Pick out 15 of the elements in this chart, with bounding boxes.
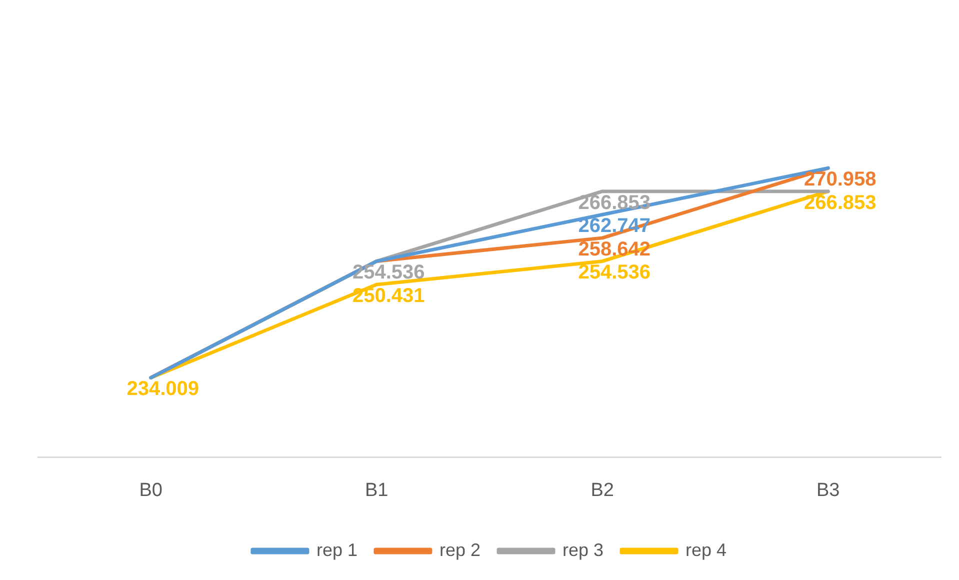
data-label: 254.536 [352, 262, 425, 284]
data-label: 270.958 [804, 168, 876, 191]
data-label: 234.009 [126, 378, 200, 400]
x-tick-label: B2 [590, 480, 614, 501]
legend-label: rep 3 [562, 540, 604, 560]
legend-label: rep 2 [439, 540, 481, 560]
data-label: 250.431 [352, 285, 425, 308]
data-label: 266.853 [578, 192, 651, 214]
legend-label: rep 1 [316, 540, 358, 560]
x-tick-label: B1 [365, 480, 388, 501]
legend-label: rep 4 [686, 540, 727, 560]
x-tick-label: B0 [139, 480, 162, 501]
x-tick-label: B3 [816, 480, 840, 501]
data-label: 266.853 [804, 192, 876, 214]
data-label: 254.536 [578, 262, 651, 284]
